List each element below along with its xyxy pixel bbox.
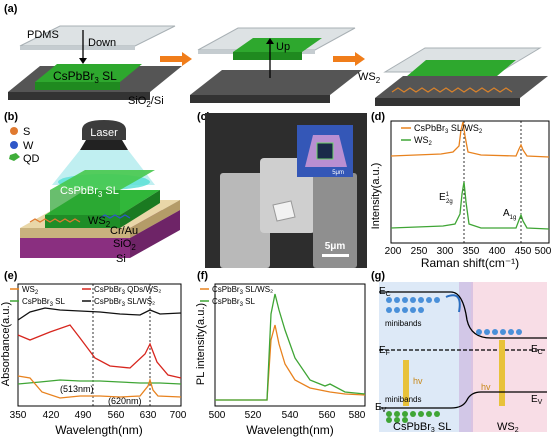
up-label: Up [276,41,290,53]
crystal-label-b: CsPbBr3 SL [60,185,119,199]
minibands-label-top: minibands [385,319,421,328]
e-legend-1: WS2 [22,285,39,296]
panel-d-raman-chart: Intensity(a.u.) CsPbBr3 SL/WS2 WS2 E1 2g … [371,120,552,270]
panel-a-transfer-schematic: PDMS Down CsPbBr3 SL SiO2/Si Up WS2 [8,25,548,109]
ev-label-right: EV [531,394,543,406]
e-tick: 560 [108,410,125,421]
panel-label-b: (b) [4,111,19,123]
ws2-label-b: WS2 [88,215,111,229]
e-xlabel: Wavelength(nm) [55,423,143,437]
d-x-ticks: 200 250 300 350 400 450 500 [385,246,552,257]
panel-label-g: (g) [371,270,386,282]
g-right-label: WS2 [497,421,519,434]
f-legend: CsPbBr3 SL/WS₂ CsPbBr3 SL [200,285,273,308]
ec-label-left: EC [379,286,391,298]
d-tick: 350 [463,246,480,257]
panel-b-device-schematic: S W QD Laser CsPbBr3 SL WS2 Cr/Au SiO2 S… [9,120,180,265]
d-xlabel: Raman shift(cm⁻¹) [421,256,519,270]
ec-label-right: EC [531,344,543,356]
annotation-620: (620nm) [108,396,142,406]
g-left-label: CsPbBr3 SL [393,421,451,434]
e-tick: 700 [170,410,187,421]
crystal-label: CsPbBr3 SL [53,69,117,85]
panel-label-a: (a) [4,3,18,15]
pdms-label: PDMS [27,29,59,41]
hv-label-right: hv [481,382,491,392]
contact-label: Cr/Au [110,225,138,237]
qd-icon [9,153,20,161]
e-legend-2: CsPbBr3 QDs/WS₂ [94,285,161,296]
legend-s: S [23,126,30,138]
f-ylabel: PL intensity(a.u.) [195,303,207,385]
oxide-label-b: SiO2 [113,238,136,252]
e-tick: 490 [75,410,92,421]
arrow-step-1 [160,52,192,66]
laser-label: Laser [90,127,118,139]
e-tick: 350 [10,410,27,421]
down-label: Down [88,37,116,49]
d-tick: 300 [437,246,454,257]
d-tick: 450 [515,246,532,257]
scalebar [322,254,349,257]
minibands-label-bottom: minibands [385,395,421,404]
d-tick: 200 [385,246,402,257]
e-legend-3: CsPbBr3 SL [22,297,65,308]
f-x-ticks: 500 520 540 560 580 [209,410,366,421]
si-label: Si [116,253,126,265]
e-tick: 630 [140,410,157,421]
panel-f-pl-chart: PL intensity(a.u.) CsPbBr3 SL/WS₂ CsPbBr… [195,283,366,437]
f-tick: 540 [282,410,299,421]
e-x-ticks: 350 420 490 560 630 700 [10,410,187,421]
f-tick: 560 [319,410,336,421]
arrow-step-2 [333,52,365,66]
hv-label-left: hv [413,376,423,386]
panel-c-optical-image: 5μm 5μm [205,113,367,268]
d-legend-2: WS2 [414,135,433,147]
panel-label-d: (d) [371,111,386,123]
panel-label-f: (f) [197,270,208,282]
d-tick: 500 [535,246,552,257]
scalebar-label: 5μm [325,241,346,252]
ef-label: EF [379,345,390,357]
legend-qd: QD [23,153,40,165]
peak-a1g-label: A1g [503,208,516,221]
ws2-label-a: WS2 [358,71,381,85]
s-atom-icon [10,127,18,135]
e-ylabel: Absorbance(a.u.) [0,302,12,386]
d-ylabel: Intensity(a.u.) [371,163,382,230]
d-legend-1: CsPbBr3 SL/WS2 [414,123,483,135]
d-tick: 250 [411,246,428,257]
f-tick: 500 [209,410,226,421]
w-atom-icon [10,141,18,149]
d-tick: 400 [489,246,506,257]
peak-e2g-label: E1 2g [439,192,453,205]
f-legend-2: CsPbBr3 SL [212,297,255,308]
f-legend-1: CsPbBr3 SL/WS₂ [212,285,273,296]
substrate-label: SiO2/Si [128,95,164,109]
e-tick: 420 [43,410,60,421]
panel-e-absorbance-chart: Absorbance(a.u.) WS2 CsPbBr3 QDs/WS₂ CsP… [0,283,187,437]
f-tick: 580 [349,410,366,421]
e-legend-4: CsPbBr3 SL/WS₂ [94,297,155,308]
f-xlabel: Wavelength(nm) [246,423,334,437]
ev-label-left: EV [375,402,387,414]
e-legend: WS2 CsPbBr3 QDs/WS₂ CsPbBr3 SL CsPbBr3 S… [10,285,161,308]
inset-scalebar-label: 5μm [332,170,344,176]
legend-w: W [23,140,34,152]
panel-g-band-diagram: EC EC minibands EF hv hv minibands EV EV… [375,282,547,434]
f-tick: 520 [245,410,262,421]
panel-label-e: (e) [4,270,18,282]
annotation-513: (513nm) [60,384,94,394]
